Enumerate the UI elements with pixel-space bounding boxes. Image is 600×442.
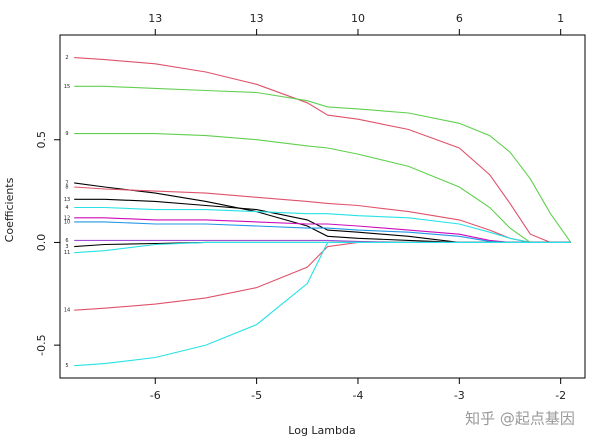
series-label: 12 [64,215,70,221]
coef-path [74,241,571,248]
x2-tick-label: 1 [557,12,564,25]
series-label: 10 [64,219,70,225]
x2-tick-label: 10 [351,12,365,25]
y-tick-label: 0.0 [35,234,48,252]
series-label: 5 [65,363,68,369]
coef-path [74,198,571,243]
series-label: 2 [65,55,68,61]
y-tick-label: -0.5 [35,334,48,355]
series-label: 15 [64,84,70,90]
coef-path [74,57,571,243]
series-label: 9 [65,131,68,137]
series-label: 7 [65,180,68,186]
coef-path [74,182,571,243]
series-label: 4 [65,205,68,211]
coef-path [74,206,571,243]
x2-tick-label: 6 [456,12,463,25]
series-label: 6 [65,238,68,244]
y-axis-label: Coefficients [3,177,16,242]
y-tick-label: 0.5 [35,131,48,149]
series-label: 14 [64,308,70,314]
series-label: 8 [65,184,68,190]
x-axis-label: Log Lambda [288,424,355,437]
series-label: 11 [64,250,70,256]
coef-path [74,217,571,243]
x-tick-label: -6 [150,389,161,402]
x-tick-label: -5 [251,389,262,402]
x-tick-label: -2 [555,389,566,402]
x2-tick-label: 13 [250,12,264,25]
coef-path [74,85,572,243]
x2-tick-label: 13 [148,12,162,25]
x-tick-label: -3 [454,389,465,402]
coef-path [74,221,571,243]
series-label: 13 [64,197,70,203]
series-label: 3 [65,244,68,250]
plot-frame [59,34,586,379]
coef-path [74,241,571,367]
watermark: 知乎 @起点基因 [465,410,575,428]
coef-path [74,133,571,243]
x-tick-label: -4 [352,389,363,402]
